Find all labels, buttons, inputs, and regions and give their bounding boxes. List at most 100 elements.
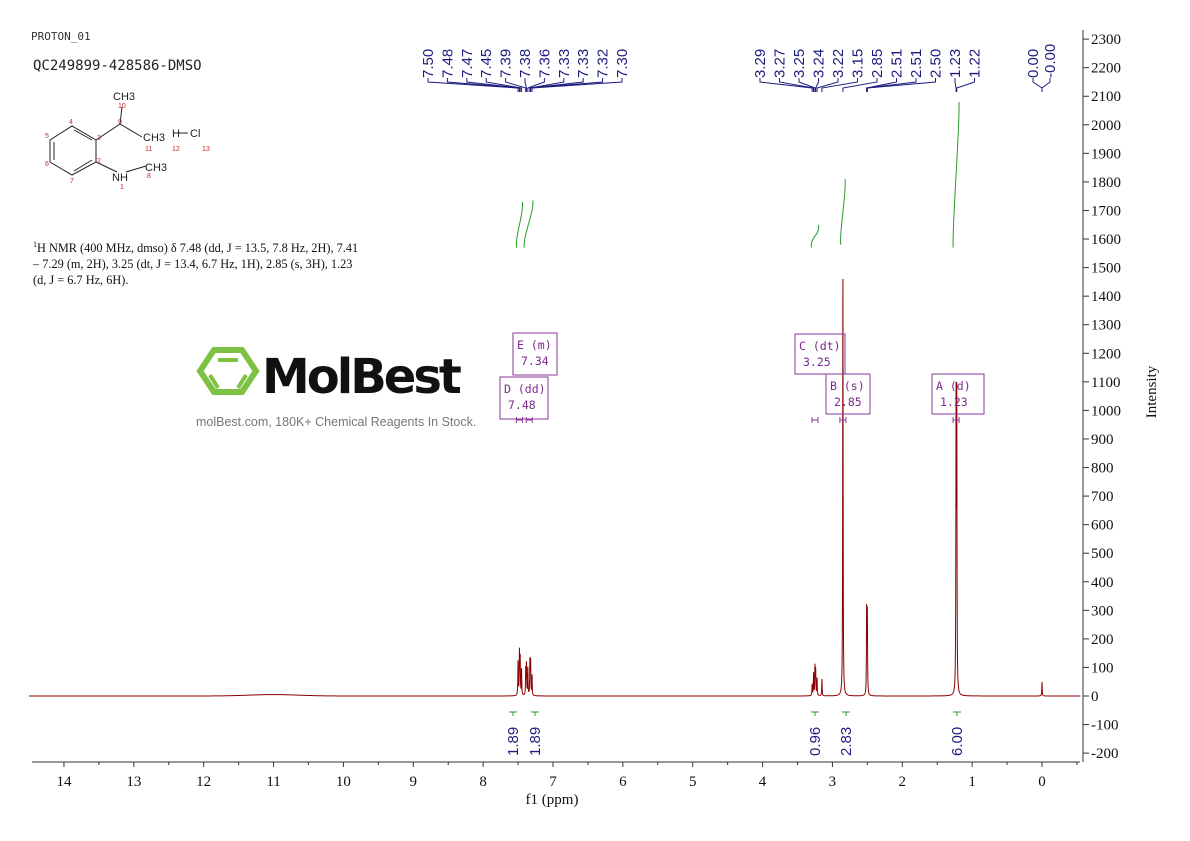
peak-label: 3.15 (850, 49, 867, 78)
peak-connector (527, 78, 545, 92)
atom-number: 8 (147, 173, 151, 180)
molbest-logo-icon (196, 347, 260, 395)
y-tick-label: 1100 (1091, 375, 1120, 391)
peak-connector (1032, 78, 1043, 92)
multiplet-value: 2.85 (834, 395, 862, 409)
peak-label: 2.51 (908, 49, 925, 78)
y-tick-label: 400 (1091, 575, 1114, 591)
group-ch3-11: CH3 (143, 132, 165, 144)
peak-connector (524, 78, 527, 92)
y-tick-label: 900 (1091, 432, 1114, 448)
y-tick-label: 300 (1091, 603, 1114, 619)
integral-bracket (509, 711, 517, 716)
group-ch3-8: CH3 (145, 162, 167, 174)
molecule-structure (49, 106, 188, 176)
integral-label: 1.89 (527, 727, 544, 756)
peak-connector (427, 78, 519, 92)
integral-bracket (953, 711, 961, 716)
x-tick-label: 14 (56, 774, 72, 790)
y-tick-label: 1500 (1091, 261, 1121, 277)
atom-h: H (172, 128, 180, 140)
atom-number: 10 (118, 103, 126, 110)
multiplet-range (515, 417, 523, 423)
y-tick-label: 1800 (1091, 175, 1121, 191)
x-tick-label: 2 (899, 774, 907, 790)
y-tick-label: 1000 (1091, 403, 1121, 419)
nmr-description-text: H NMR (400 MHz, dmso) δ 7.48 (dd, J = 13… (33, 241, 359, 288)
multiplet-range (525, 417, 533, 423)
multiplet-name: A (d) (936, 379, 971, 393)
x-tick-label: 9 (410, 774, 418, 790)
peak-connector (815, 78, 819, 92)
molbest-watermark: MolBest molBest.com, 180K+ Chemical Reag… (196, 347, 476, 429)
peak-label: 2.51 (889, 49, 906, 78)
x-tick-label: 11 (266, 774, 280, 790)
peak-label: 2.85 (869, 49, 886, 78)
peak-label: -0.00 (1042, 44, 1059, 78)
integral-curve (810, 224, 820, 248)
atom-number: 5 (45, 133, 49, 140)
multiplet-value: 7.34 (521, 354, 549, 368)
atom-cl: Cl (190, 128, 200, 140)
atom-number: 7 (70, 178, 74, 185)
integral-bracket (531, 711, 539, 716)
multiplet-value: 3.25 (803, 355, 831, 369)
y-tick-label: 1300 (1091, 318, 1121, 334)
x-tick-label: 12 (196, 774, 211, 790)
group-nh: NH (112, 172, 128, 184)
atom-number: 4 (69, 119, 73, 126)
multiplet-value: 1.23 (940, 395, 968, 409)
x-tick-label: 3 (829, 774, 837, 790)
y-tick-label: 2200 (1091, 61, 1121, 77)
y-tick-label: 1200 (1091, 346, 1121, 362)
watermark-tagline: molBest.com, 180K+ Chemical Reagents In … (196, 415, 476, 429)
integral-bracket (842, 711, 850, 716)
peak-connector (842, 78, 878, 92)
y-tick-label: 1900 (1091, 146, 1121, 162)
integral-label: 2.83 (838, 727, 855, 756)
peak-label: 2.50 (928, 49, 945, 78)
peak-connector (531, 78, 623, 92)
experiment-name: PROTON_01 (31, 30, 91, 43)
x-tick-label: 13 (126, 774, 141, 790)
group-ch3-10: CH3 (113, 91, 135, 103)
peak-label: 7.48 (439, 49, 456, 78)
multiplet-box (825, 373, 871, 415)
peak-connector (816, 78, 839, 92)
peak-label: 7.33 (556, 49, 573, 78)
integral-label: 1.89 (505, 727, 522, 756)
atom-number: 9 (118, 119, 122, 126)
peak-connector (446, 78, 520, 92)
peak-label: 3.29 (752, 49, 769, 78)
atom-number: 3 (97, 135, 101, 142)
peak-connector (866, 78, 936, 92)
peak-connector (954, 78, 957, 92)
integral-bracket (811, 711, 819, 716)
y-tick-label: 100 (1091, 660, 1114, 676)
atom-number: 6 (45, 161, 49, 168)
peak-connector (798, 78, 816, 92)
peak-label: 3.24 (811, 49, 828, 78)
peak-label: 7.30 (614, 49, 631, 78)
atom-number: 2 (97, 158, 101, 165)
nmr-description: 1H NMR (400 MHz, dmso) δ 7.48 (dd, J = 1… (33, 237, 363, 288)
multiplet-range (811, 417, 819, 423)
y-tick-label: -200 (1091, 746, 1119, 762)
x-tick-label: 5 (689, 774, 697, 790)
peak-label: 7.38 (517, 49, 534, 78)
integral-curve (515, 201, 523, 248)
peak-connector (505, 78, 527, 92)
y-tick-label: 1600 (1091, 232, 1121, 248)
y-tick-label: 2300 (1091, 32, 1121, 48)
y-tick-label: 700 (1091, 489, 1114, 505)
x-tick-label: 6 (619, 774, 627, 790)
integral-curve (839, 178, 846, 245)
peak-label: 7.47 (459, 49, 476, 78)
multiplet-box (931, 373, 985, 415)
integral-curve (523, 200, 534, 248)
peak-connector (866, 78, 917, 92)
y-axis-label: Intensity (1144, 365, 1160, 418)
peak-connector (530, 78, 604, 92)
watermark-brand: MolBest (262, 349, 461, 405)
